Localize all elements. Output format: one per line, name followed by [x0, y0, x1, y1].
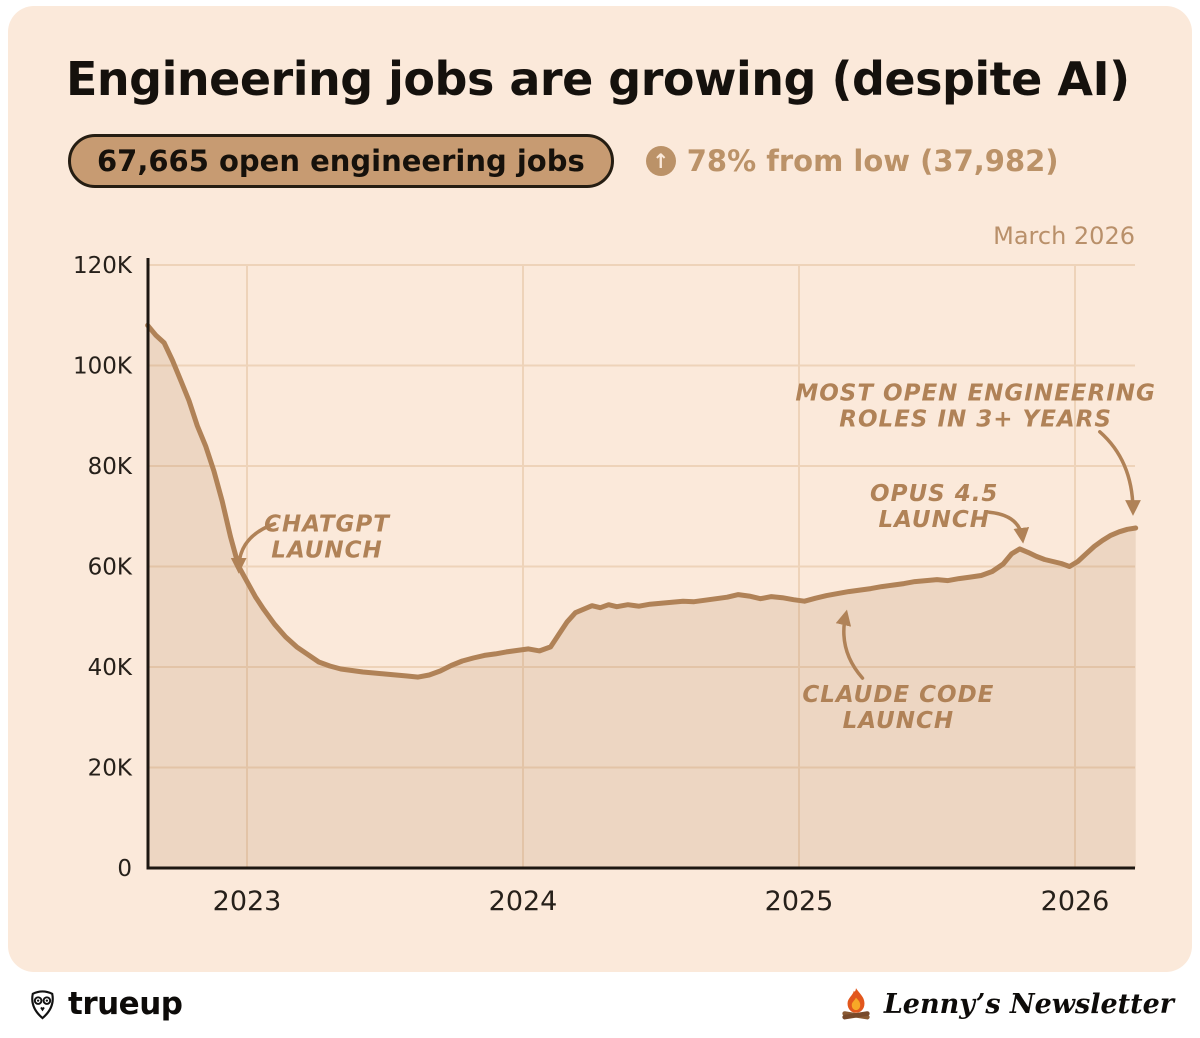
- lennys-newsletter-logo: Lenny’s Newsletter: [838, 986, 1174, 1022]
- x-tick-label: 2024: [489, 886, 558, 917]
- open-jobs-badge-label: 67,665 open engineering jobs: [97, 144, 585, 178]
- chart-annotation: CHATGPT LAUNCH: [264, 511, 391, 563]
- annotation-arrow: [987, 510, 1030, 544]
- growth-stat: ↑ 78% from low (37,982): [645, 144, 1059, 178]
- open-jobs-badge: 67,665 open engineering jobs: [68, 134, 614, 188]
- y-tick-label: 40K: [88, 655, 133, 681]
- y-tick-label: 20K: [88, 756, 133, 782]
- y-tick-label: 0: [117, 856, 132, 882]
- chart-annotation: MOST OPEN ENGINEERING ROLES IN 3+ YEARS: [795, 381, 1156, 433]
- end-date-label: March 2026: [993, 222, 1135, 250]
- y-tick-label: 100K: [73, 354, 133, 380]
- chart-line: [145, 322, 1139, 680]
- campfire-icon: [842, 988, 870, 1020]
- jobs-trend-chart: 0 20K 40K 60K 80K 100K 120K 2023 2024 2025 2026 Mar…: [73, 222, 1156, 917]
- badge-row: 67,665 open engineering jobs ↑ 78% from …: [68, 134, 1059, 188]
- annotation-arrow: [230, 522, 277, 574]
- footer: trueup Lenny’s Newsletter: [0, 978, 1200, 1030]
- trueup-logo: trueup: [26, 986, 183, 1022]
- y-tick-label: 60K: [88, 555, 133, 581]
- annotation-arrow: [835, 609, 865, 680]
- x-tick-label: 2023: [213, 886, 282, 917]
- up-arrow-icon: ↑: [645, 146, 676, 176]
- newsletter-wordmark: Lenny’s Newsletter: [883, 988, 1174, 1020]
- chart-annotation: CLAUDE CODE LAUNCH: [802, 682, 994, 734]
- y-tick-label: 80K: [88, 454, 133, 480]
- chart-area: [147, 325, 1136, 868]
- trueup-wordmark: trueup: [68, 986, 183, 1022]
- chart-title: Engineering jobs are growing (despite AI…: [66, 52, 1130, 106]
- chart-annotation: OPUS 4.5 LAUNCH: [870, 481, 998, 533]
- owl-icon: [31, 989, 54, 1019]
- y-tick-label: 120K: [73, 253, 133, 279]
- annotation-arrow: [1098, 430, 1141, 516]
- chart-card: Engineering jobs are growing (despite AI…: [8, 6, 1192, 972]
- x-tick-label: 2026: [1041, 886, 1110, 917]
- x-tick-label: 2025: [765, 886, 834, 917]
- growth-stat-label: 78% from low (37,982): [686, 144, 1059, 178]
